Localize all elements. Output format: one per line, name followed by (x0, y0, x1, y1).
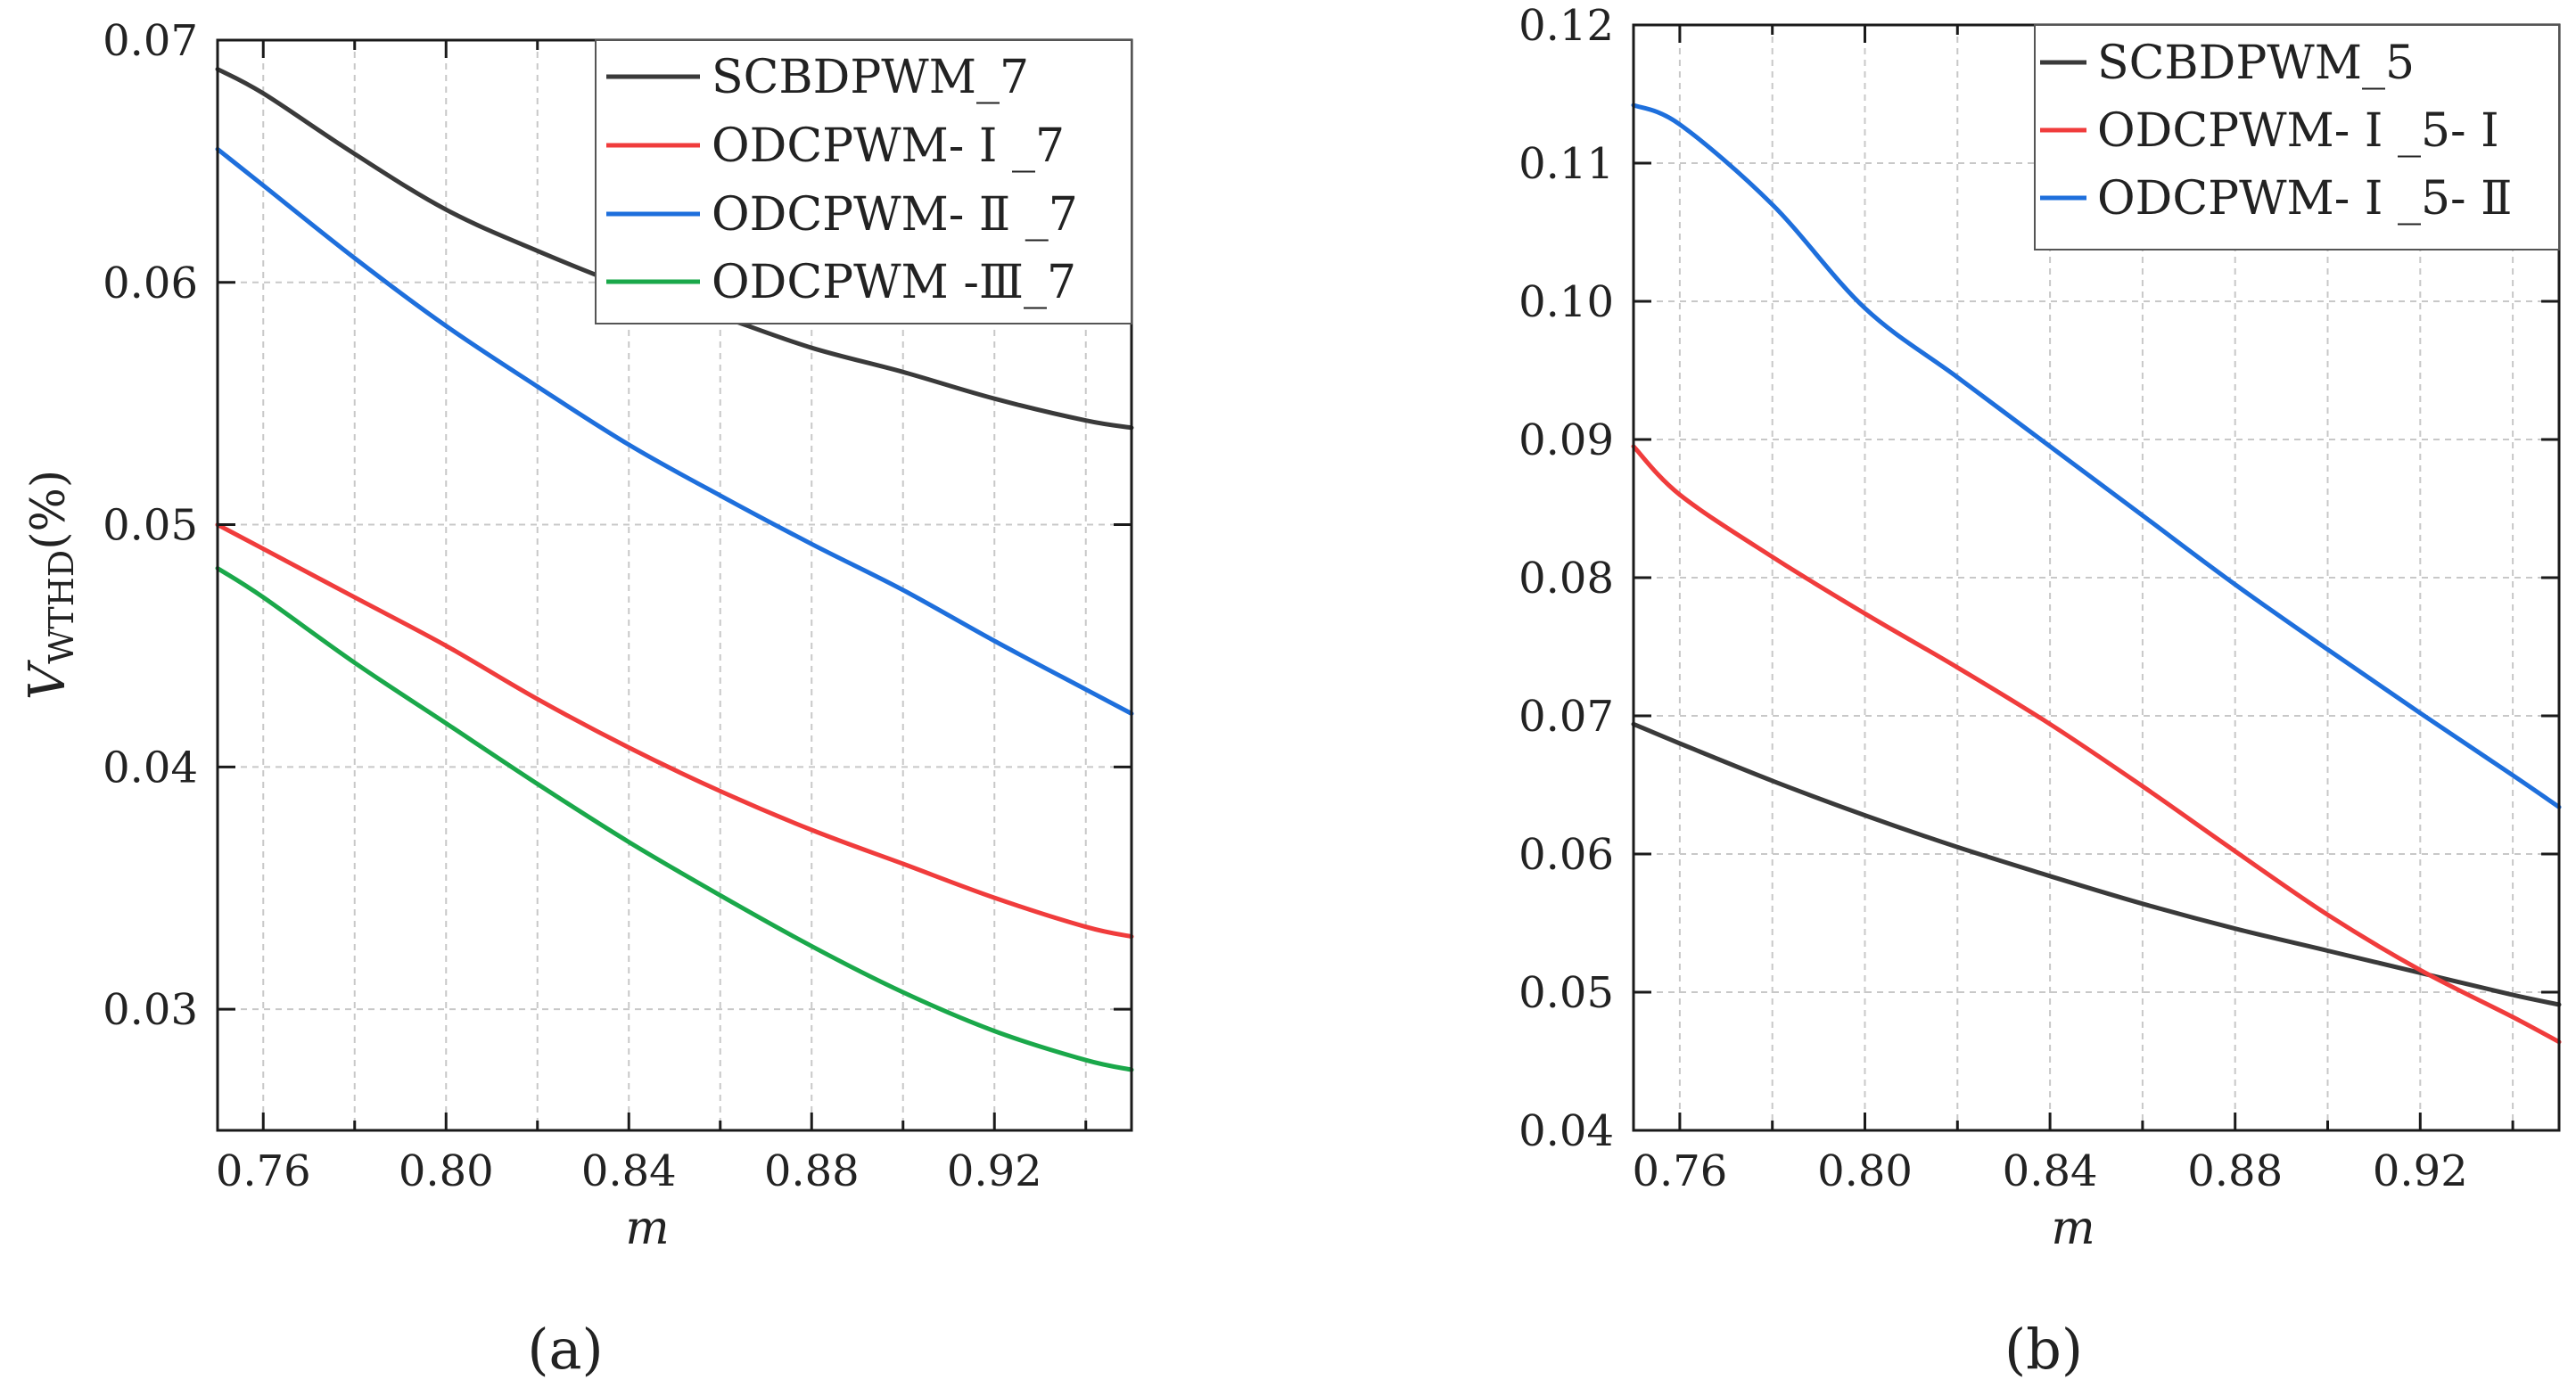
panel-a-y-tick-label: 0.07 (103, 16, 198, 66)
panel-b-y-tick-label: 0.11 (1518, 139, 1614, 189)
panel-a-y-tick-label: 0.03 (103, 985, 198, 1035)
panel-b-y-tick-label: 0.04 (1518, 1106, 1614, 1156)
panel-b-y-tick-label: 0.06 (1518, 830, 1614, 880)
panel-a-x-tick-label: 0.92 (947, 1146, 1042, 1196)
panel-a-series-line-2 (215, 522, 1134, 940)
panel-b-legend-label: SCBDPWM_5 (2097, 37, 2415, 90)
panel-b-chart: 0.76 0.80 0.84 0.88 0.92 0.040.050.060.070.0… (1518, 1, 2562, 1382)
panel-a-y-axis-title: VWTHD(%) (19, 470, 81, 700)
panel-b-x-tick-label: 0.88 (2187, 1146, 2283, 1196)
panel-b-y-tick-labels: 0.04 0.05 0.06 0.07 0.08 0.09 0.10 0.11 0.12 (1518, 1, 1614, 1156)
panel-a-legend-label: ODCPWM- Ⅰ _7 (712, 119, 1065, 173)
panel-b-legend-label: ODCPWM- Ⅰ _5- Ⅰ (2097, 104, 2499, 158)
panel-a-series-line-4 (215, 566, 1134, 1072)
panel-b-series (1631, 103, 2562, 1045)
panel-b-y-tick-label: 0.08 (1518, 554, 1614, 604)
panel-a-y-tick-label: 0.05 (103, 501, 198, 551)
panel-a-y-tick-labels: 0.03 0.04 0.05 0.06 0.07 (103, 16, 198, 1035)
panel-b-x-tick-label: 0.76 (1632, 1146, 1727, 1196)
panel-a-legend-box (595, 39, 1132, 324)
panel-b-series-line-1 (1631, 721, 2562, 1007)
panel-b-legend-label: ODCPWM- Ⅰ _5- Ⅱ (2097, 172, 2513, 226)
panel-a-legend-label: ODCPWM- Ⅱ _7 (712, 188, 1078, 242)
panel-b-caption: (b) (2004, 1317, 2083, 1382)
panel-b-x-tick-label: 0.80 (1817, 1146, 1913, 1196)
panel-b-x-tick-labels: 0.76 0.80 0.84 0.88 0.92 (1632, 1146, 2467, 1196)
panel-a-x-tick-label: 0.76 (216, 1146, 311, 1196)
panel-b-y-tick-label: 0.10 (1518, 277, 1614, 327)
panel-a-y-tick-label: 0.06 (103, 259, 198, 308)
panel-a-legend-label: SCBDPWM_7 (712, 51, 1029, 104)
panel-b-y-tick-label: 0.09 (1518, 415, 1614, 465)
panel-b-y-tick-label: 0.07 (1518, 692, 1614, 742)
panel-b-series-line-3 (1631, 103, 2562, 809)
panel-b-grid (1634, 25, 2559, 1130)
panel-b-series-line-2 (1631, 444, 2562, 1045)
panel-a-legend-label: ODCPWM -Ⅲ_7 (712, 256, 1076, 309)
panel-b-x-tick-label: 0.84 (2003, 1146, 2098, 1196)
panel-a-x-tick-label: 0.88 (764, 1146, 860, 1196)
panel-a-chart: 0.76 0.80 0.84 0.88 0.92 0.030.040.050.060.0… (19, 16, 1134, 1382)
panel-b-y-tick-label: 0.12 (1518, 1, 1614, 51)
panel-a-x-tick-label: 0.80 (399, 1146, 494, 1196)
panel-a-caption: (a) (527, 1317, 603, 1382)
panel-a-series-line-3 (215, 146, 1134, 716)
panel-b-x-axis-title: m (2051, 1202, 2095, 1255)
panel-b-x-tick-label: 0.92 (2373, 1146, 2468, 1196)
panel-a-x-tick-label: 0.84 (581, 1146, 677, 1196)
panel-b-legend: SCBDPWM_5 ODCPWM- Ⅰ _5- Ⅰ ODCPWM- Ⅰ _5- … (2034, 24, 2560, 250)
panel-b-y-tick-label: 0.05 (1518, 968, 1614, 1018)
panel-a-legend: SCBDPWM_7 ODCPWM- Ⅰ _7 ODCPWM- Ⅱ _7 ODCP… (595, 39, 1132, 324)
panel-a-x-tick-labels: 0.76 0.80 0.84 0.88 0.92 (216, 1146, 1042, 1196)
panel-b-legend-box (2034, 24, 2560, 250)
panel-a-y-tick-label: 0.04 (103, 743, 198, 792)
panel-a-x-axis-title: m (625, 1202, 669, 1255)
